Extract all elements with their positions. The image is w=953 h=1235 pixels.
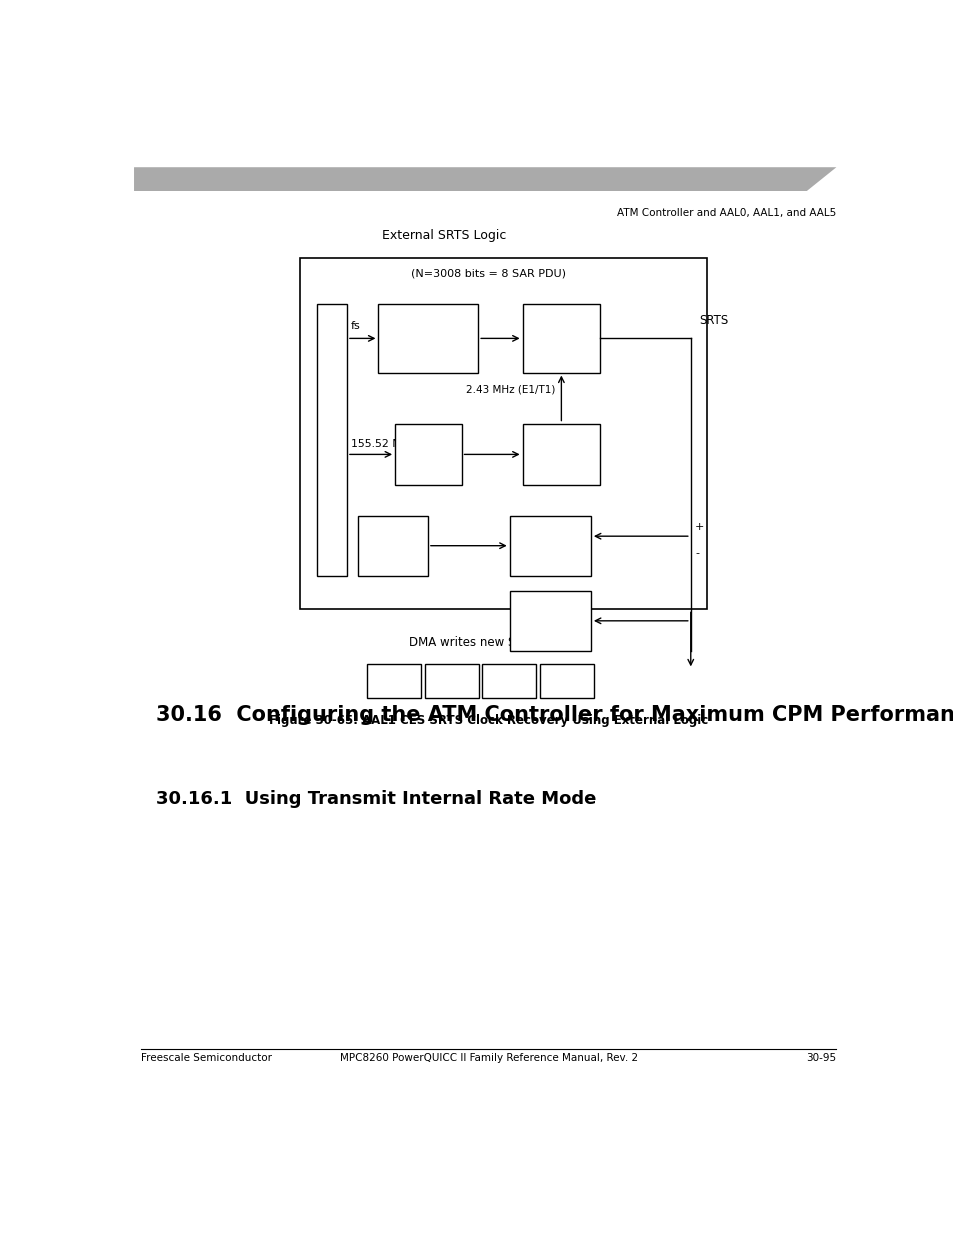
Text: 30-95: 30-95 bbox=[805, 1052, 836, 1062]
Polygon shape bbox=[133, 167, 836, 191]
Bar bbox=[482, 663, 536, 698]
Text: SRTS: SRTS bbox=[699, 314, 728, 327]
Text: (N=3008 bits = 8 SAR PDU): (N=3008 bits = 8 SAR PDU) bbox=[411, 269, 566, 279]
Text: 30.16.1  Using Transmit Internal Rate Mode: 30.16.1 Using Transmit Internal Rate Mod… bbox=[156, 790, 596, 808]
Bar bbox=[317, 304, 347, 576]
Bar bbox=[357, 516, 428, 576]
Text: fs: fs bbox=[351, 321, 360, 331]
Text: ATM Controller and AAL0, AAL1, and AAL5: ATM Controller and AAL0, AAL1, and AAL5 bbox=[617, 209, 836, 219]
Text: SN=1: SN=1 bbox=[377, 676, 410, 685]
Text: Figure 30-65. AAL1 CES SRTS Clock Recovery Using External Logic: Figure 30-65. AAL1 CES SRTS Clock Recove… bbox=[269, 714, 708, 727]
Text: Latch: Latch bbox=[545, 333, 577, 343]
Text: DMA writes new SRTS code: DMA writes new SRTS code bbox=[409, 636, 568, 650]
Text: SN=5: SN=5 bbox=[493, 676, 525, 685]
Text: p = 4 bit
counter: p = 4 bit counter bbox=[537, 443, 585, 466]
Bar bbox=[378, 304, 477, 373]
Bar bbox=[367, 663, 420, 698]
Text: SN=7: SN=7 bbox=[550, 676, 582, 685]
Text: External SRTS Logic: External SRTS Logic bbox=[382, 230, 506, 242]
Bar bbox=[522, 304, 599, 373]
Text: MPC8260 PowerQUICC II Family Reference Manual, Rev. 2: MPC8260 PowerQUICC II Family Reference M… bbox=[339, 1052, 638, 1062]
Text: 1/64: 1/64 bbox=[416, 450, 440, 459]
Text: 2.43 MHz (E1/T1): 2.43 MHz (E1/T1) bbox=[466, 384, 555, 394]
Text: SRTS Diff: SRTS Diff bbox=[524, 541, 576, 551]
Text: Counter
divided by N: Counter divided by N bbox=[393, 327, 463, 350]
Bar bbox=[395, 424, 461, 485]
Text: SN=3: SN=3 bbox=[436, 676, 467, 685]
Text: Latch: Latch bbox=[535, 616, 565, 626]
Bar bbox=[509, 516, 590, 576]
Bar bbox=[522, 424, 599, 485]
Text: -: - bbox=[695, 548, 699, 558]
Text: VCO: VCO bbox=[380, 541, 404, 551]
Bar bbox=[300, 258, 706, 609]
Text: 155.52 MHz: 155.52 MHz bbox=[351, 438, 415, 448]
Text: Freescale Semiconductor: Freescale Semiconductor bbox=[141, 1052, 273, 1062]
Text: +: + bbox=[695, 521, 704, 532]
Bar bbox=[424, 663, 478, 698]
Text: 30.16  Configuring the ATM Controller for Maximum CPM Performance: 30.16 Configuring the ATM Controller for… bbox=[156, 704, 953, 725]
Bar bbox=[539, 663, 594, 698]
Bar bbox=[509, 590, 590, 651]
